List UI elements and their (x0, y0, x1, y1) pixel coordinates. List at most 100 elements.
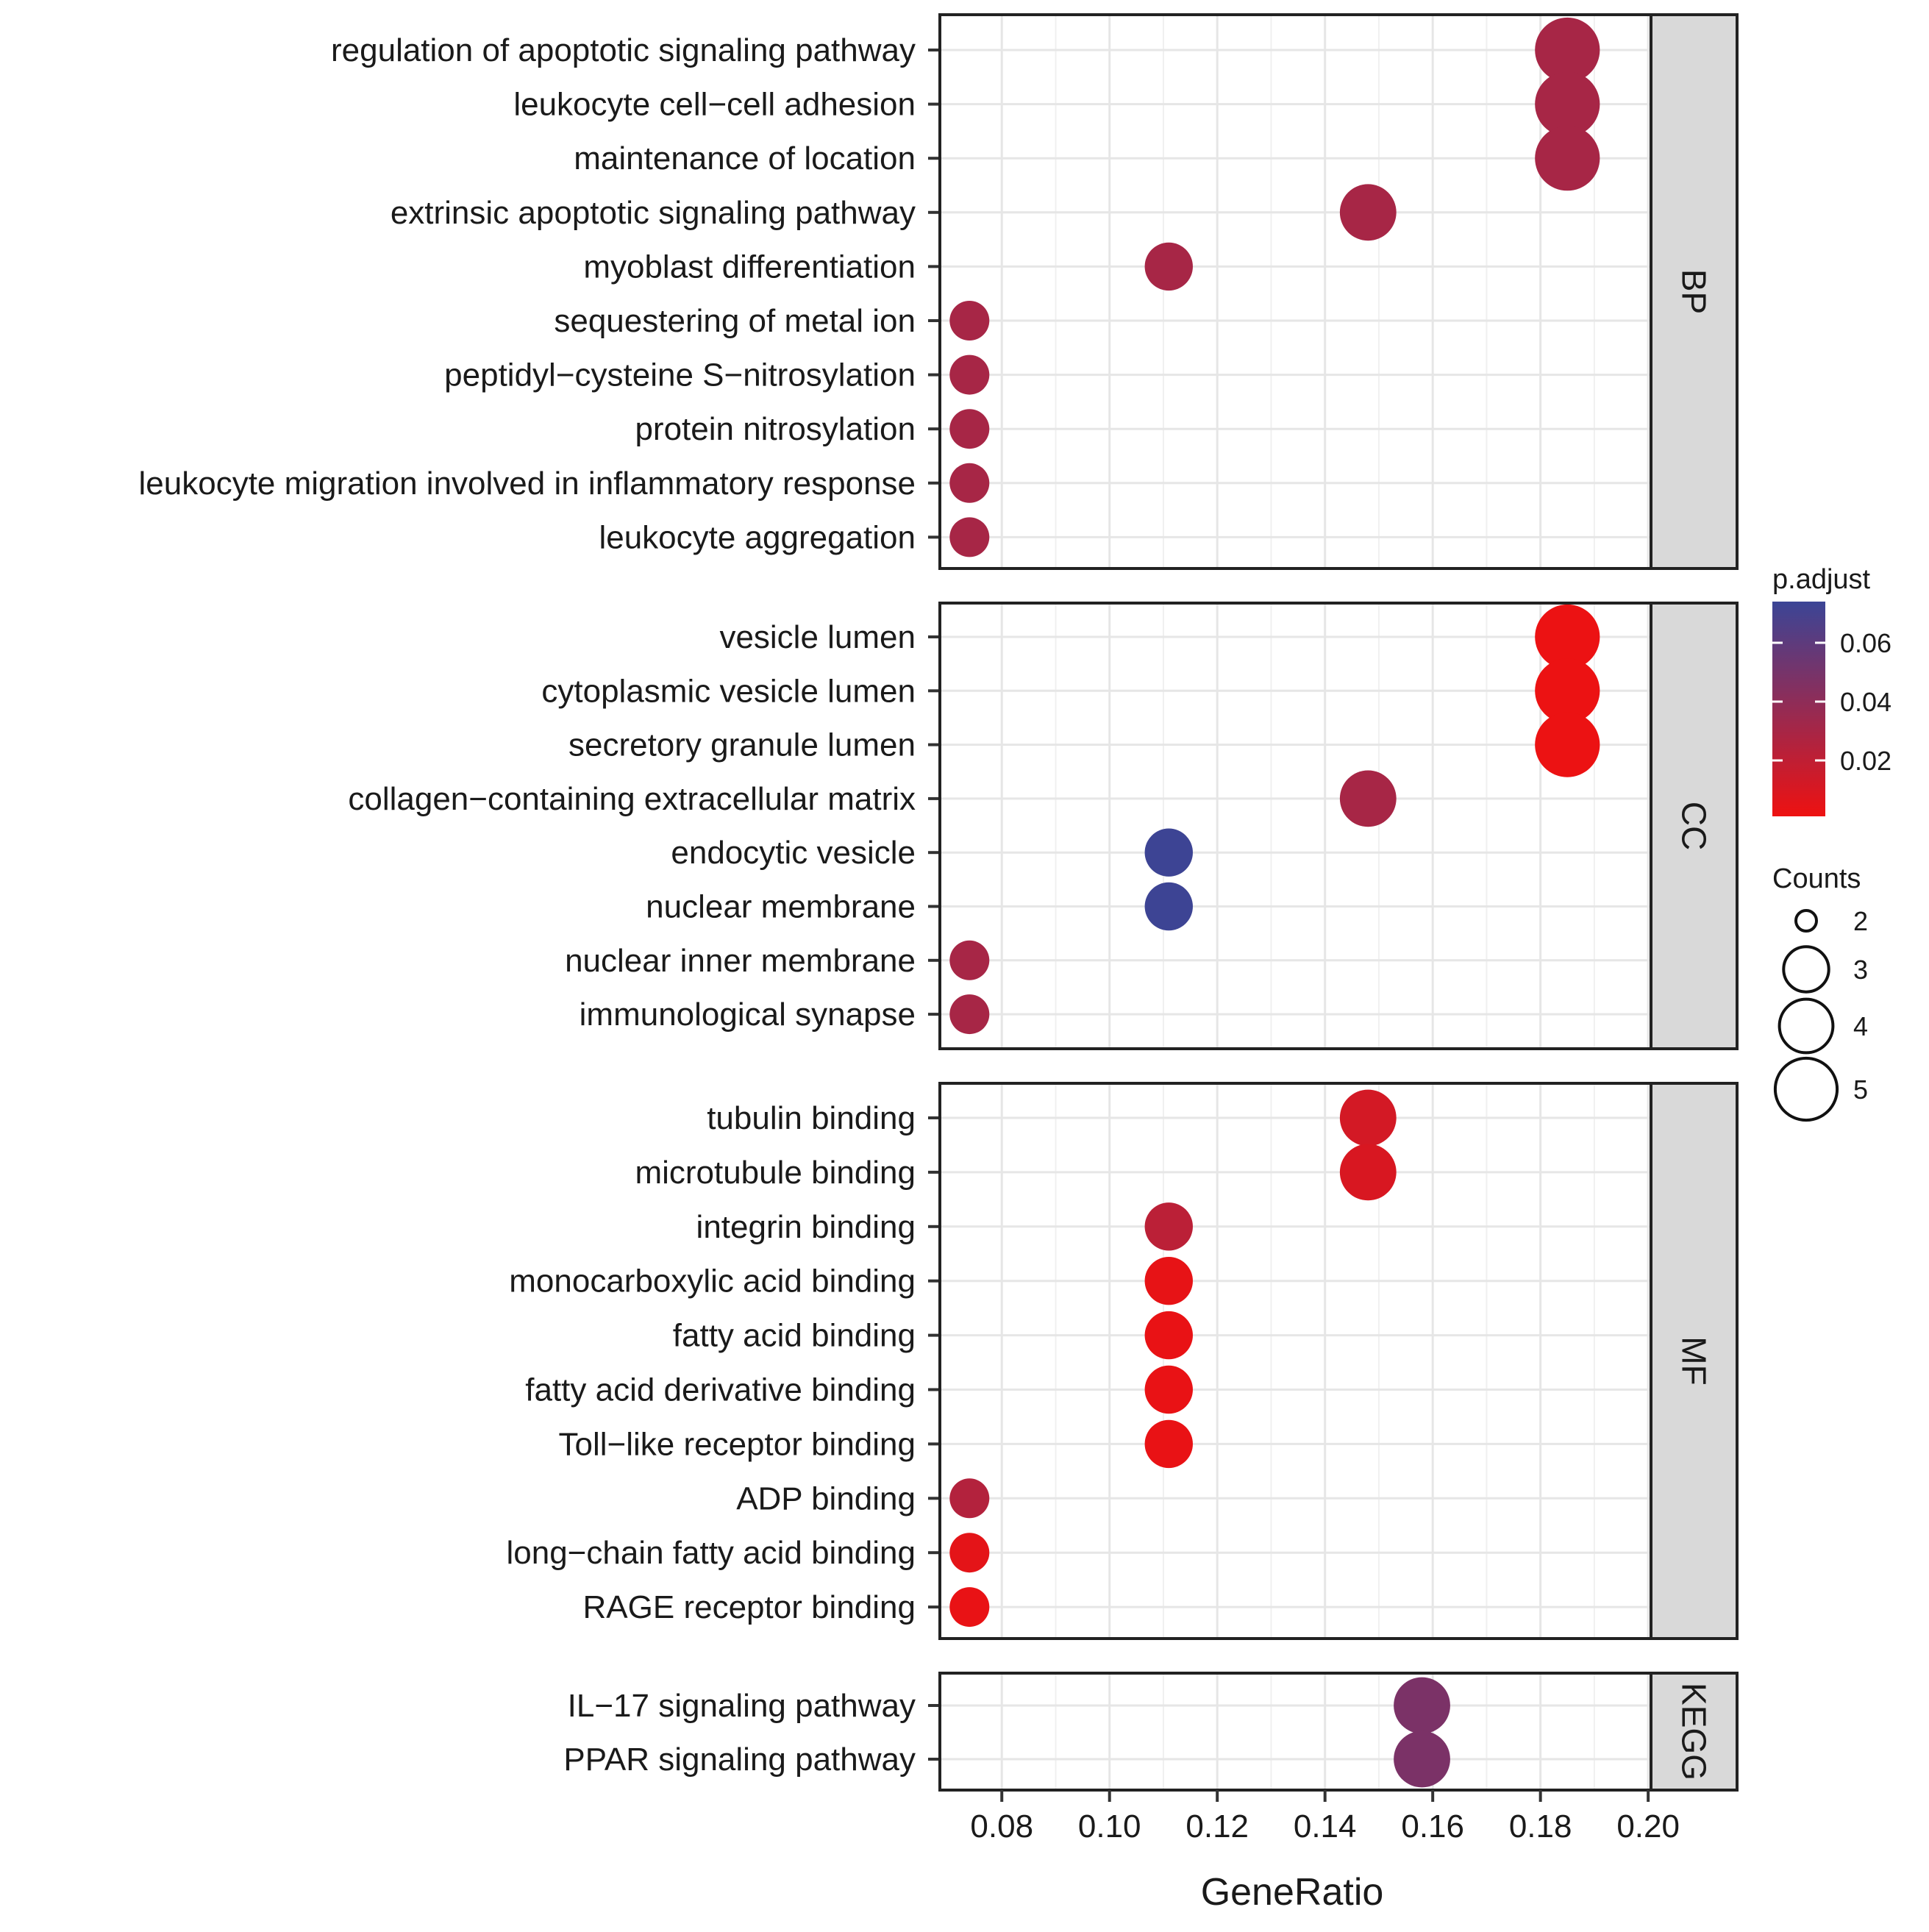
data-point (1535, 71, 1600, 137)
y-tick-label: peptidyl−cysteine S−nitrosylation (444, 357, 916, 393)
x-tick-label: 0.12 (1185, 1808, 1249, 1844)
size-legend-label: 4 (1853, 1011, 1868, 1041)
y-tick-label: cytoplasmic vesicle lumen (541, 673, 916, 709)
data-point (1394, 1730, 1450, 1788)
color-bar-label: 0.02 (1840, 746, 1891, 776)
data-point (1144, 828, 1193, 877)
x-tick-label: 0.16 (1401, 1808, 1464, 1844)
color-legend-title: p.adjust (1772, 564, 1871, 595)
y-tick-label: PPAR signaling pathway (563, 1742, 916, 1778)
data-point (1535, 658, 1600, 724)
x-tick-label: 0.14 (1294, 1808, 1357, 1844)
legend: p.adjust Counts 0.02 0.04 0.06 2 3 4 5 (1772, 564, 1891, 1122)
y-tick-label: monocarboxylic acid binding (509, 1263, 916, 1300)
x-tick-label: 0.18 (1509, 1808, 1572, 1844)
y-tick-label: RAGE receptor binding (583, 1589, 916, 1625)
data-point (949, 301, 990, 341)
y-tick-label: collagen−containing extracellular matrix (348, 781, 916, 817)
y-tick-label: nuclear inner membrane (565, 943, 916, 979)
panel-background (940, 603, 1651, 1049)
y-tick-label: fatty acid binding (673, 1318, 916, 1354)
panel-background (940, 1673, 1651, 1790)
data-point (949, 940, 990, 980)
data-point (1535, 126, 1600, 191)
facet-strip-label: BP (1675, 269, 1714, 314)
panel-mf: tubulin binding microtubule binding integr… (506, 1082, 1739, 1640)
facet-strip-label: MF (1675, 1336, 1714, 1385)
size-legend-circle (1782, 945, 1830, 994)
size-legend-circle (1794, 909, 1818, 933)
size-legend-label: 2 (1853, 906, 1868, 936)
data-point (1339, 770, 1397, 827)
y-tick-label: protein nitrosylation (635, 411, 916, 447)
panel-background (940, 15, 1651, 568)
x-tick-label: 0.20 (1616, 1808, 1680, 1844)
y-tick-label: leukocyte aggregation (599, 519, 916, 555)
data-point (1144, 1311, 1193, 1360)
x-tick-label: 0.08 (970, 1808, 1033, 1844)
y-tick-label: leukocyte migration involved in inflamma… (139, 466, 916, 502)
y-tick-label: Toll−like receptor binding (558, 1426, 916, 1462)
x-axis: GeneRatio 0.08 0.10 0.12 0.14 0.16 0.18 0.20 (970, 1790, 1680, 1914)
y-tick-label: ADP binding (736, 1480, 916, 1516)
color-bar-label: 0.04 (1840, 687, 1891, 717)
panel-kegg: IL−17 signaling pathway PPAR signaling pa… (563, 1672, 1739, 1792)
y-tick-label: secretory granule lumen (568, 727, 916, 763)
facet-strip (1650, 1672, 1739, 1792)
data-point (1144, 1202, 1193, 1251)
x-axis-title: GeneRatio (1201, 1871, 1384, 1914)
facet-strip (1650, 1082, 1739, 1640)
data-point (1339, 1144, 1397, 1201)
facet-strip-label: CC (1675, 802, 1714, 850)
panel-bp: regulation of apoptotic signaling pathwa… (139, 13, 1739, 570)
size-legend-label: 3 (1853, 955, 1868, 985)
y-tick-label: immunological synapse (580, 997, 916, 1033)
y-tick-label: maintenance of location (574, 140, 916, 177)
data-point (1339, 184, 1397, 241)
data-point (949, 517, 990, 557)
panel-cc: vesicle lumen cytoplasmic vesicle lumen se… (348, 602, 1739, 1050)
y-tick-label: extrinsic apoptotic signaling pathway (391, 195, 916, 231)
data-point (1144, 242, 1193, 291)
data-point (949, 354, 990, 395)
y-tick-label: nuclear membrane (646, 889, 916, 925)
size-legend-circle (1778, 997, 1835, 1055)
data-point (949, 463, 990, 503)
data-point (1535, 604, 1600, 670)
data-point (1144, 1419, 1193, 1469)
size-legend-title: Counts (1772, 863, 1861, 894)
data-point (949, 994, 990, 1035)
facet-strip (1650, 13, 1739, 570)
x-tick-label: 0.10 (1078, 1808, 1141, 1844)
y-tick-label: microtubule binding (635, 1155, 916, 1191)
y-tick-label: leukocyte cell−cell adhesion (513, 87, 916, 123)
data-point (949, 1587, 990, 1628)
data-point (1144, 1365, 1193, 1414)
color-bar (1772, 602, 1825, 816)
y-tick-label: long−chain fatty acid binding (506, 1535, 916, 1571)
y-tick-label: regulation of apoptotic signaling pathwa… (331, 32, 916, 68)
data-point (949, 409, 990, 449)
y-tick-label: sequestering of metal ion (554, 303, 916, 339)
data-point (1339, 1089, 1397, 1147)
facet-strip (1650, 602, 1739, 1050)
facet-strip-label: KEGG (1675, 1683, 1714, 1780)
y-tick-label: IL−17 signaling pathway (568, 1688, 916, 1724)
data-point (1535, 17, 1600, 83)
data-point (1394, 1677, 1450, 1734)
color-bar-label: 0.06 (1840, 628, 1891, 658)
data-point (949, 1533, 990, 1573)
data-point (1535, 712, 1600, 777)
y-tick-label: myoblast differentiation (583, 249, 916, 285)
y-tick-label: integrin binding (696, 1209, 916, 1245)
data-point (1144, 1257, 1193, 1305)
y-tick-label: endocytic vesicle (671, 835, 916, 871)
data-point (1144, 882, 1193, 931)
size-legend-circle (1773, 1056, 1839, 1122)
plot-panels: regulation of apoptotic signaling pathwa… (139, 13, 1739, 1792)
y-tick-label: vesicle lumen (719, 619, 916, 655)
size-legend-label: 5 (1853, 1074, 1868, 1105)
data-point (949, 1478, 990, 1519)
y-tick-label: fatty acid derivative binding (525, 1372, 916, 1408)
